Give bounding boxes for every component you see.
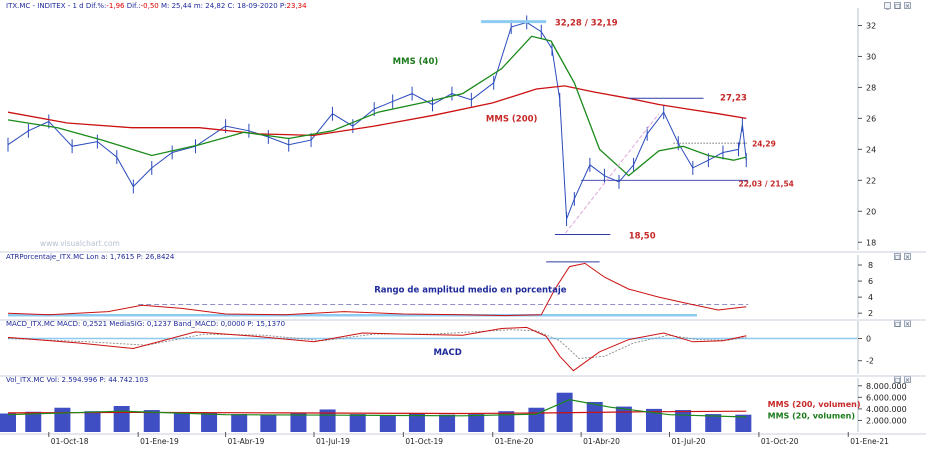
panel-maximize-button[interactable]: □ <box>894 2 901 10</box>
volume-bar <box>143 410 160 432</box>
price-change-diff: -0,50 <box>140 2 159 10</box>
x-axis-tick-label: 01-Oct-19 <box>405 437 443 446</box>
macd-signal-line <box>7 329 747 359</box>
volume-bar <box>231 414 248 432</box>
volume-bar <box>735 414 752 432</box>
panel-close-button[interactable]: × <box>904 2 911 10</box>
atr-maximize-button[interactable]: □ <box>894 253 901 261</box>
mms40-label: MMS (40) <box>393 57 439 67</box>
volume-bar <box>439 414 456 432</box>
macd-y-tick-label: -2 <box>866 357 874 366</box>
panel-minimize-button[interactable]: _ <box>884 2 891 10</box>
mid-level-label: 24,29 <box>752 139 776 148</box>
x-axis-tick-label: 01-Jul-19 <box>316 437 350 446</box>
x-axis-tick-label: 01-Abr-19 <box>228 437 265 446</box>
top-level-label: 32,28 / 32,19 <box>555 18 618 28</box>
volume-bar <box>201 412 218 432</box>
macd-line <box>7 326 747 372</box>
atr-panel-header: ATRPorcentaje_ITX.MC Lon a: 1,7615 P: 26… <box>6 253 175 261</box>
volume-bar <box>84 411 101 432</box>
volume-bar <box>615 406 632 432</box>
volume-bar <box>675 410 692 432</box>
price-y-tick-label: 22 <box>866 176 876 185</box>
volume-bar <box>645 408 662 432</box>
price-panel-header: ITX.MC - INDITEX - 1 d Dif.%:-1,96 Dif.:… <box>6 2 307 10</box>
price-change-pct: -1,96 <box>106 2 125 10</box>
volume-bar <box>173 412 190 432</box>
x-axis-tick-label: 01-Ene-19 <box>140 437 179 446</box>
price-y-tick-label: 26 <box>866 114 876 123</box>
price-y-tick-label: 18 <box>866 238 876 247</box>
volume-mms200-label: MMS (200, volumen) <box>768 400 861 409</box>
atr-y-tick-label: 4 <box>868 293 873 302</box>
mms40-line <box>7 35 747 177</box>
x-axis-tick-label: 01-Ene-20 <box>495 437 534 446</box>
price-y-tick-label: 24 <box>866 145 876 154</box>
mms200-line <box>7 85 747 137</box>
volume-mms200-line <box>7 410 747 415</box>
price-header-text: ITX.MC - INDITEX - 1 d Dif.%: <box>6 2 107 10</box>
x-axis-tick-label: 01-Jul-20 <box>672 437 706 446</box>
atr-y-tick-label: 2 <box>868 309 873 318</box>
low-level-label: 18,50 <box>629 231 656 241</box>
price-header-mid: Dif.: <box>124 2 141 10</box>
volume-bar <box>25 411 42 432</box>
price-y-tick-label: 20 <box>866 207 876 216</box>
price-y-tick-label: 30 <box>866 52 876 61</box>
macd-y-tick-label: 0 <box>866 335 871 344</box>
macd-panel-header: MACD_ITX.MC MACD: 0,2521 MediaSIG: 0,123… <box>6 320 286 328</box>
support-label: 22,03 / 21,54 <box>738 180 793 189</box>
volume-panel-header: Vol_ITX.MC Vol: 2.594.996 P: 44.742.103 <box>6 376 149 384</box>
volume-y-tick-label: 4.000.000 <box>866 405 907 414</box>
volume-bar <box>468 414 485 432</box>
volume-bar <box>260 414 277 432</box>
volume-bar <box>705 414 722 432</box>
atr-y-tick-label: 8 <box>868 261 873 270</box>
resistance-label: 27,23 <box>720 94 747 104</box>
volume-y-tick-label: 8.000.000 <box>866 382 907 391</box>
macd-title-label: MACD <box>433 348 461 358</box>
price-series-line <box>7 21 747 220</box>
volume-bar <box>498 411 515 432</box>
x-axis-tick-label: 01-Ene-21 <box>850 437 889 446</box>
x-axis-tick-label: 01-Oct-20 <box>761 437 799 446</box>
x-axis-tick-label: 01-Abr-20 <box>583 437 620 446</box>
price-y-tick-label: 28 <box>866 83 876 92</box>
volume-bar <box>290 413 307 432</box>
trend-line <box>565 113 660 234</box>
volume-y-tick-label: 6.000.000 <box>866 393 907 402</box>
volume-bar <box>0 413 16 432</box>
atr-y-tick-label: 6 <box>868 277 873 286</box>
volume-bar <box>586 401 603 432</box>
atr-close-button[interactable]: × <box>904 253 911 261</box>
volume-bar <box>113 406 130 432</box>
watermark-text: www.visualchart.com <box>40 239 120 248</box>
volume-bar <box>379 415 396 432</box>
volume-bar <box>54 407 71 432</box>
mms200-label: MMS (200) <box>486 114 538 124</box>
volume-y-tick-label: 2.000.000 <box>866 416 907 425</box>
price-last: 23,34 <box>286 2 307 10</box>
volume-bar <box>349 414 366 432</box>
x-axis-tick-label: 01-Oct-18 <box>51 437 89 446</box>
volume-mms20-label: MMS (20, volumen) <box>768 412 855 421</box>
volume-bar <box>408 412 425 432</box>
price-y-tick-label: 32 <box>866 21 876 30</box>
atr-line <box>7 262 747 317</box>
price-header-stats: M: 25,44 m: 24,82 C: 18-09-2020 P: <box>158 2 287 10</box>
volume-mms20-line <box>7 398 747 418</box>
atr-title-label: Rango de amplitud medio en porcentaje <box>374 285 567 295</box>
